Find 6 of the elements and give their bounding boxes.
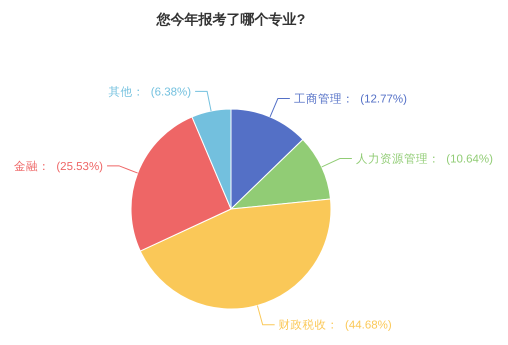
slice-label: 其他： (6.38%) [108, 85, 192, 98]
slice-label: 财政税收： (44.68%) [278, 318, 392, 332]
slice-label: 工商管理： (12.77%) [294, 92, 408, 106]
slice-label: 人力资源管理： (10.64%) [356, 152, 494, 166]
chart-title: 您今年报考了哪个专业? [156, 11, 306, 27]
slice-label: 金融： (25.53%) [14, 160, 104, 173]
